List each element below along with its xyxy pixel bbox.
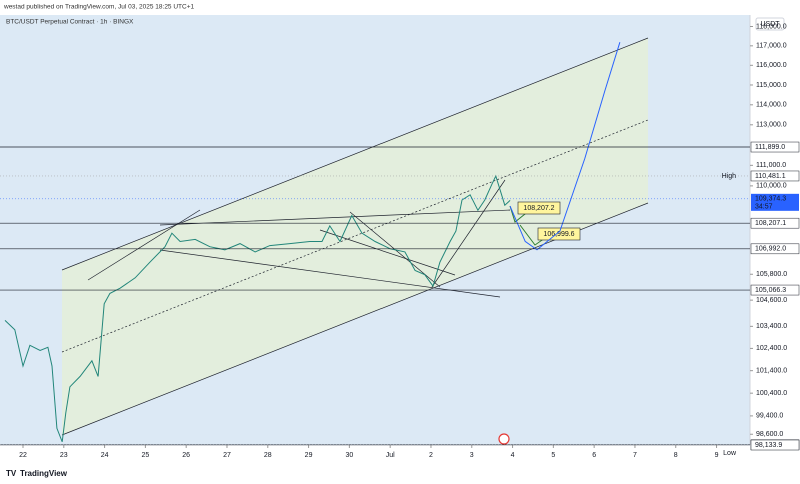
y-tick-label: 117,000.0 <box>756 43 787 50</box>
annotation: 108,207.2 <box>523 205 554 212</box>
x-tick-label: 9 <box>715 452 719 459</box>
y-tick-label: 115,000.0 <box>756 82 787 89</box>
trendline <box>159 209 511 226</box>
x-tick-label: 2 <box>429 452 433 459</box>
x-tick-label: 24 <box>101 452 109 459</box>
y-tick-label: 100,400.0 <box>756 390 787 397</box>
level-label: 106,992.0 <box>755 246 786 253</box>
countdown: 34:57 <box>755 204 773 211</box>
x-tick-label: 8 <box>674 452 678 459</box>
annotation: 106,999.6 <box>543 231 574 238</box>
y-tick-label: 116,000.0 <box>756 62 787 69</box>
x-tick-label: 6 <box>592 452 596 459</box>
brand: TradingView <box>20 469 68 478</box>
trendline <box>431 179 506 288</box>
level-tag: Low <box>723 450 737 457</box>
level-box <box>750 170 800 182</box>
y-tick-label: 110,000.0 <box>756 183 787 190</box>
symbol: BTC/USDT Perpetual Contract · 1h · BINGX <box>6 19 134 26</box>
currency-box <box>755 17 785 31</box>
level-label: 109,374.3 <box>755 196 786 203</box>
x-tick-label: 23 <box>60 452 68 459</box>
x-tick-label: 27 <box>223 452 231 459</box>
y-tick-label: 103,400.0 <box>756 323 787 330</box>
y-tick-label: 111,000.0 <box>756 162 786 169</box>
x-tick-label: 3 <box>470 452 474 459</box>
brand-logo: TV <box>6 469 17 478</box>
level-label: 98,133.9 <box>755 442 782 449</box>
trendline <box>87 209 201 281</box>
arrow <box>519 224 546 246</box>
y-tick-label: 98,600.0 <box>756 431 783 438</box>
level-tag: High <box>722 173 737 180</box>
annotation-box <box>517 201 561 215</box>
y-tick-label: 102,400.0 <box>756 345 787 352</box>
level-box <box>750 217 800 229</box>
trendline <box>319 229 456 276</box>
x-tick-label: 29 <box>305 452 313 459</box>
y-tick-label: 114,000.0 <box>756 102 787 109</box>
x-tick-label: 26 <box>182 452 190 459</box>
x-tick-label: 5 <box>551 452 555 459</box>
level-box <box>750 284 800 296</box>
channel-top <box>61 37 649 271</box>
level-label: 105,066.3 <box>755 287 786 294</box>
y-tick-label: 99,400.0 <box>756 413 783 420</box>
y-tick-label: 101,400.0 <box>756 368 787 375</box>
trendline <box>159 249 501 298</box>
x-tick-label: 7 <box>633 452 637 459</box>
y-tick-label: 118,000.0 <box>756 23 787 30</box>
x-tick-label: Jul <box>386 452 395 459</box>
price-line <box>4 174 511 442</box>
level-box <box>751 193 799 211</box>
annotation-box <box>537 227 581 241</box>
x-tick-label: 28 <box>264 452 272 459</box>
level-label: 108,207.1 <box>755 220 786 227</box>
level-box <box>750 439 800 451</box>
y-tick-label: 113,000.0 <box>756 122 787 129</box>
channel-mid <box>61 119 649 353</box>
x-tick-label: 30 <box>345 452 353 459</box>
level-label: 110,481.1 <box>755 173 786 180</box>
level-box <box>750 141 800 153</box>
y-tick-label: 105,800.0 <box>756 271 787 278</box>
channel-bottom <box>61 202 649 436</box>
level-label: 111,899.0 <box>755 144 785 151</box>
published: westad published on TradingView.com, Jul… <box>3 4 195 11</box>
event-icon[interactable] <box>498 433 510 445</box>
channel-fill <box>62 38 648 435</box>
y-tick-label: 104,600.0 <box>756 297 787 304</box>
currency: USDT <box>760 21 780 28</box>
x-tick-label: 22 <box>19 452 27 459</box>
price-line <box>509 42 621 251</box>
x-tick-label: 4 <box>511 452 515 459</box>
level-box <box>750 243 800 255</box>
x-tick-label: 25 <box>141 452 149 459</box>
